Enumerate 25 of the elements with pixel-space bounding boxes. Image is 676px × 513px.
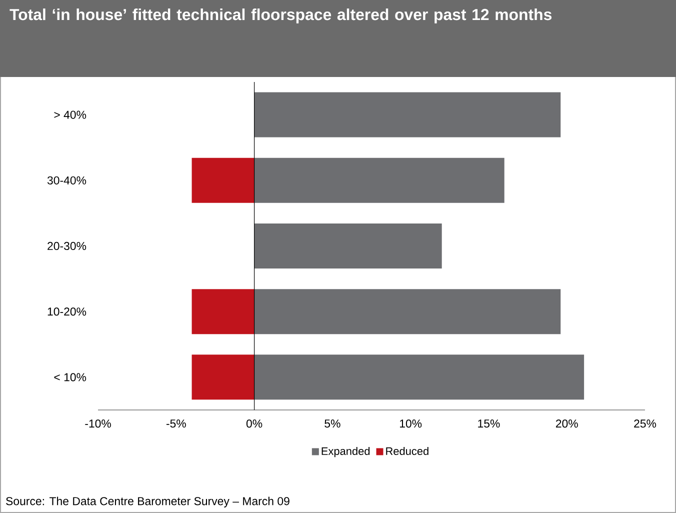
bar: [254, 223, 442, 268]
bar: [254, 289, 561, 334]
x-tick-label: -10%: [85, 420, 111, 428]
bar: [192, 158, 254, 203]
y-tick-label: 20-30%: [48, 242, 86, 250]
x-tick-label: 0%: [246, 420, 262, 428]
legend-label: Reduced: [386, 446, 428, 456]
x-tick-label: 5%: [324, 420, 340, 428]
y-tick-label: 10-20%: [48, 308, 86, 316]
bar: [192, 354, 254, 400]
bar: [254, 158, 504, 203]
bar: [254, 354, 584, 400]
y-tick-label: < 10%: [54, 373, 86, 382]
x-tick-label: 20%: [556, 420, 578, 428]
source-note: Source: The Data Centre Barometer Survey – March 09: [6, 496, 290, 508]
x-tick-label: 25%: [634, 420, 656, 428]
x-tick-label: 10%: [400, 420, 422, 428]
y-tick-label: 30-40%: [47, 176, 86, 184]
legend-label: Expanded: [322, 446, 370, 458]
y-tick-label: > 40%: [54, 110, 86, 119]
bar: [254, 92, 561, 138]
x-tick-label: -5%: [166, 420, 186, 428]
x-tick-label: 15%: [478, 420, 500, 428]
bar: [192, 289, 254, 334]
chart-title: Total ‘in house’ fitted technical floorspace altered over past 12 months: [10, 8, 552, 24]
